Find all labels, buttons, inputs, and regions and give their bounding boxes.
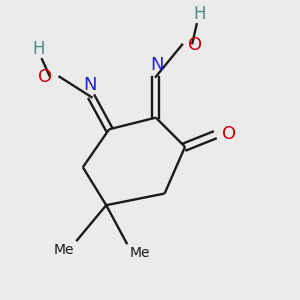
Text: Me: Me: [130, 246, 150, 260]
Text: H: H: [194, 5, 206, 23]
Text: O: O: [38, 68, 52, 86]
Text: O: O: [221, 125, 236, 143]
Text: Me: Me: [54, 243, 74, 257]
Text: N: N: [151, 56, 164, 74]
Text: H: H: [33, 40, 45, 58]
Text: N: N: [83, 76, 97, 94]
Text: O: O: [188, 36, 202, 54]
